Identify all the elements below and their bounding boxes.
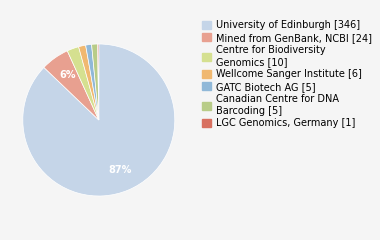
Text: 6%: 6% (59, 70, 75, 80)
Wedge shape (44, 51, 99, 120)
Wedge shape (79, 45, 99, 120)
Legend: University of Edinburgh [346], Mined from GenBank, NCBI [24], Centre for Biodive: University of Edinburgh [346], Mined fro… (203, 20, 372, 128)
Wedge shape (86, 44, 99, 120)
Wedge shape (98, 44, 99, 120)
Wedge shape (92, 44, 99, 120)
Wedge shape (67, 47, 99, 120)
Wedge shape (23, 44, 175, 196)
Text: 87%: 87% (109, 165, 132, 175)
